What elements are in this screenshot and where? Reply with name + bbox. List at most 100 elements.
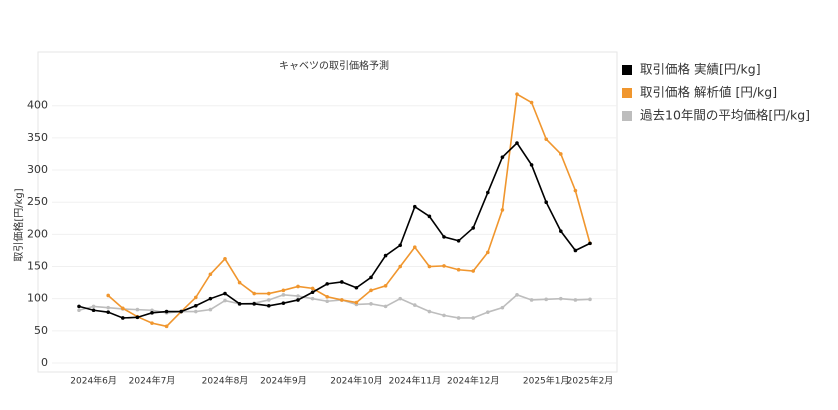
- data-point: [121, 306, 125, 311]
- data-point: [471, 316, 476, 320]
- plot-frame: [37, 51, 618, 373]
- data-point: [91, 304, 96, 309]
- data-point: [369, 302, 373, 306]
- data-point: [310, 296, 315, 301]
- data-point: [296, 298, 300, 302]
- data-point: [77, 304, 81, 309]
- data-point: [223, 257, 227, 261]
- data-point: [544, 137, 548, 141]
- data-point: [150, 321, 154, 325]
- data-point: [150, 308, 154, 313]
- data-point: [544, 297, 548, 302]
- data-point: [91, 308, 96, 313]
- data-point: [354, 285, 359, 290]
- data-point: [252, 291, 256, 296]
- data-point: [135, 315, 140, 320]
- data-point: [427, 264, 432, 269]
- data-point: [442, 313, 446, 318]
- data-point: [267, 298, 271, 302]
- data-point: [267, 291, 271, 296]
- data-point: [121, 316, 125, 320]
- x-tick-label: 2025年1月: [523, 375, 570, 387]
- data-point: [310, 290, 315, 295]
- x-tick-label: 2024年10月: [330, 375, 382, 387]
- data-point: [398, 296, 403, 301]
- data-point: [559, 229, 563, 233]
- data-point: [559, 152, 563, 156]
- data-point: [588, 241, 592, 246]
- data-point: [383, 284, 388, 288]
- data-point: [456, 238, 461, 243]
- data-point: [252, 302, 256, 306]
- data-point: [194, 303, 198, 308]
- data-point: [77, 308, 81, 313]
- legend-label: 取引価格 解析値 [円/kg]: [640, 85, 777, 100]
- y-tick-label: 350: [27, 131, 48, 144]
- data-point: [427, 214, 432, 219]
- legend-label: 取引価格 実績[円/kg]: [640, 62, 761, 77]
- x-tick-label: 2024年8月: [202, 375, 249, 387]
- x-tick-label: 2024年6月: [70, 375, 117, 387]
- data-point: [515, 293, 519, 297]
- data-point: [529, 163, 534, 167]
- data-point: [573, 248, 578, 253]
- x-tick-label: 2024年7月: [129, 375, 176, 387]
- data-point: [325, 299, 330, 304]
- data-point: [559, 296, 563, 301]
- x-tick-label: 2024年12月: [447, 375, 499, 387]
- data-point: [413, 303, 417, 307]
- data-point: [573, 188, 578, 193]
- data-point: [515, 92, 519, 96]
- data-point: [500, 208, 505, 212]
- data-point: [413, 245, 417, 250]
- data-point: [354, 300, 359, 305]
- data-point: [442, 235, 446, 239]
- data-point: [237, 280, 242, 285]
- data-point: [194, 295, 198, 300]
- data-point: [529, 298, 534, 302]
- data-point: [296, 294, 300, 298]
- x-tick-label: 2024年9月: [260, 375, 307, 387]
- data-point: [529, 100, 534, 105]
- data-point: [164, 324, 169, 329]
- chart-title: キャベツの取引価格予測: [279, 59, 389, 72]
- data-point: [486, 190, 490, 195]
- series-line: [78, 141, 591, 319]
- data-point: [281, 288, 286, 293]
- data-point: [325, 282, 330, 286]
- x-tick-label: 2025年2月: [567, 375, 614, 387]
- data-point: [106, 310, 110, 314]
- data-point: [456, 267, 461, 272]
- data-point: [471, 226, 476, 230]
- legend-swatch: [622, 88, 632, 98]
- data-point: [442, 264, 446, 268]
- y-tick-label: 0: [41, 356, 48, 369]
- data-point: [340, 280, 344, 284]
- y-tick-label: 300: [27, 163, 48, 176]
- data-point: [500, 305, 505, 310]
- data-point: [223, 298, 227, 303]
- data-point: [208, 307, 213, 312]
- legend-swatch: [622, 65, 632, 75]
- data-point: [208, 272, 213, 277]
- y-tick-label: 400: [27, 99, 48, 112]
- data-point: [281, 301, 286, 305]
- legend-label: 過去10年間の平均価格[円/kg]: [640, 108, 810, 123]
- data-point: [486, 310, 490, 314]
- y-tick-label: 200: [27, 227, 48, 240]
- y-tick-label: 100: [27, 292, 48, 305]
- y-tick-label: 50: [34, 324, 48, 337]
- data-point: [515, 141, 519, 145]
- x-tick-label: 2024年11月: [389, 375, 441, 387]
- data-point: [106, 293, 110, 298]
- data-point: [486, 250, 490, 255]
- data-point: [544, 200, 548, 205]
- data-point: [573, 298, 578, 302]
- data-point: [237, 302, 242, 306]
- data-point: [164, 309, 169, 314]
- data-point: [106, 305, 110, 310]
- y-tick-label: 250: [27, 195, 48, 208]
- data-point: [340, 298, 344, 302]
